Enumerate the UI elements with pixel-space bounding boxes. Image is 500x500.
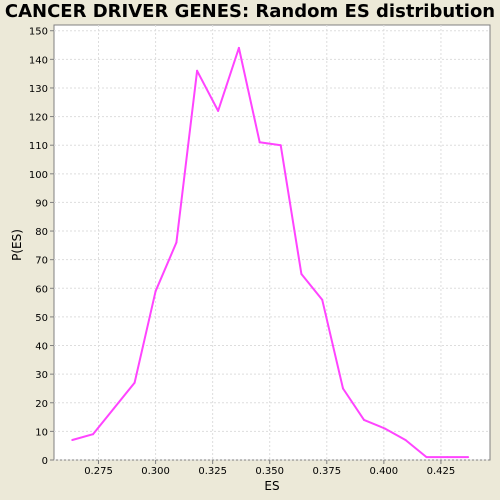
data-point — [71, 438, 74, 441]
data-point — [175, 241, 178, 244]
y-tick-label: 0 — [42, 456, 48, 467]
y-tick-label: 40 — [35, 342, 48, 353]
data-point — [279, 144, 282, 147]
x-tick-label: 0.300 — [141, 466, 170, 477]
y-tick-label: 80 — [35, 227, 48, 238]
data-point — [196, 69, 199, 72]
x-axis-label: ES — [264, 479, 279, 493]
plot-area — [53, 24, 491, 461]
y-tick-label: 110 — [29, 141, 48, 152]
x-tick-label: 0.425 — [427, 466, 456, 477]
chart-title: CANCER DRIVER GENES: Random ES distribut… — [4, 1, 496, 22]
x-tick-label: 0.350 — [255, 466, 284, 477]
y-tick-label: 20 — [35, 399, 48, 410]
y-tick-label: 60 — [35, 284, 48, 295]
x-tick-label: 0.275 — [84, 466, 113, 477]
x-tick-label: 0.400 — [370, 466, 399, 477]
data-point — [362, 418, 365, 421]
y-tick-label: 10 — [35, 427, 48, 438]
y-tick-label: 100 — [29, 170, 48, 181]
y-tick-label: 30 — [35, 370, 48, 381]
data-point — [237, 46, 240, 49]
x-tick-label: 0.375 — [312, 466, 341, 477]
data-point — [321, 298, 324, 301]
y-axis-label: P(ES) — [10, 229, 24, 261]
series-group — [71, 46, 470, 459]
x-axis: 0.275 0.300 0.325 0.350 0.375 0.400 0.425 — [84, 460, 455, 477]
x-tick-label: 0.325 — [198, 466, 227, 477]
y-tick-label: 70 — [35, 256, 48, 267]
y-tick-label: 50 — [35, 313, 48, 324]
data-point — [446, 456, 449, 459]
grid — [54, 25, 490, 461]
data-point — [341, 387, 344, 390]
y-tick-label: 150 — [29, 27, 48, 38]
data-point — [300, 272, 303, 275]
data-point — [133, 381, 136, 384]
data-point — [217, 109, 220, 112]
data-point — [258, 141, 261, 144]
data-point — [404, 438, 407, 441]
series-line — [72, 46, 469, 459]
data-point — [92, 433, 95, 436]
data-point — [112, 407, 115, 410]
data-point — [467, 456, 470, 459]
data-point — [154, 290, 157, 293]
y-axis: 0 10 20 30 40 50 60 70 80 90 100 110 120 130 140 150 — [29, 27, 54, 467]
y-tick-label: 90 — [35, 198, 48, 209]
y-tick-label: 120 — [29, 113, 48, 124]
y-tick-label: 140 — [29, 55, 48, 66]
data-point — [425, 456, 428, 459]
data-point — [383, 427, 386, 430]
y-tick-label: 130 — [29, 84, 48, 95]
